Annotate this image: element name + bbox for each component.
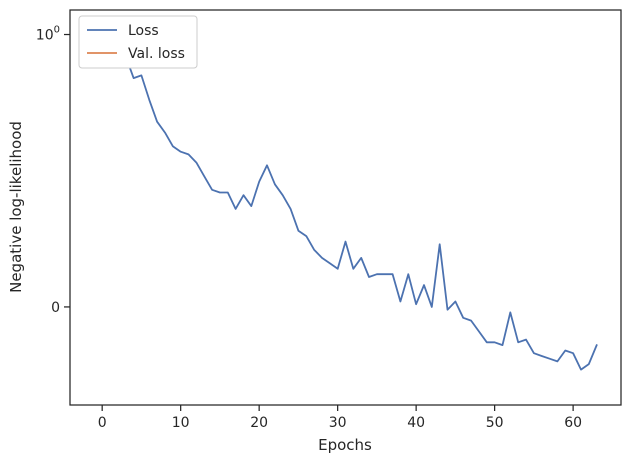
legend: Loss Val. loss	[78, 15, 198, 69]
series-layer	[109, 28, 598, 371]
y-axis-ticks: 100 0	[36, 25, 70, 316]
x-axis-ticks: 0 10 20 30 40 50 60	[98, 405, 582, 431]
x-tick-label: 30	[329, 415, 347, 431]
legend-box	[78, 15, 198, 69]
y-tick-label: 100	[36, 25, 60, 44]
plot-area	[70, 10, 621, 405]
x-tick-label: 60	[564, 415, 582, 431]
x-axis-label: Epochs	[318, 436, 372, 454]
plot-frame	[69, 9, 622, 406]
x-tick-label: 10	[172, 415, 190, 431]
legend-label-loss: Loss	[128, 23, 159, 39]
series-line-loss	[109, 28, 598, 371]
y-axis-label: Negative log-likelihood	[7, 121, 25, 293]
x-tick-label: 20	[250, 415, 268, 431]
y-tick-label: 0	[51, 300, 60, 316]
legend-label-val-loss: Val. loss	[128, 46, 185, 62]
x-tick-label: 50	[486, 415, 504, 431]
x-tick-label: 0	[98, 415, 107, 431]
x-tick-label: 40	[407, 415, 425, 431]
